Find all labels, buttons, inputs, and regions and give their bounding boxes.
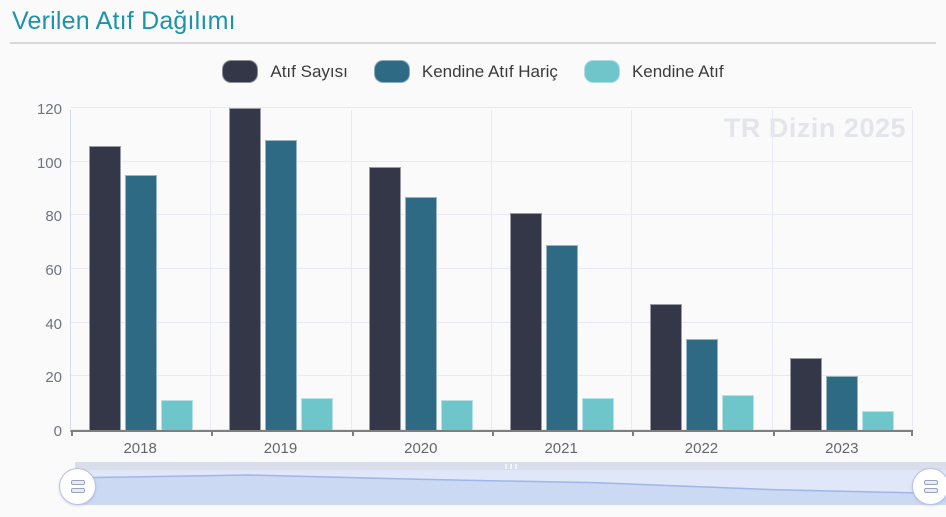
- x-axis-tick: [492, 430, 494, 436]
- gridline: [912, 110, 913, 430]
- bar-2022-kendine-at-f-hari-[interactable]: [685, 339, 718, 430]
- bar-group-2019: [211, 108, 351, 430]
- legend-item-0[interactable]: Atıf Sayısı: [222, 60, 348, 83]
- y-axis-label: 100: [36, 154, 62, 172]
- y-axis-label: 80: [45, 208, 62, 226]
- bar-2020-kendine-at-f-hari-[interactable]: [405, 197, 438, 430]
- bar-2019-kendine-at-f[interactable]: [301, 398, 334, 430]
- x-axis-label: 2021: [544, 440, 578, 457]
- x-axis-labels: 2018 2019 2020 2021 2022 2023: [70, 440, 912, 457]
- title-divider: [10, 42, 936, 44]
- gridline: [210, 110, 212, 430]
- bar-group-2018: [71, 110, 211, 430]
- bar-2019-kendine-at-f-hari-[interactable]: [265, 140, 298, 430]
- bar-2022-kendine-at-f[interactable]: [721, 395, 754, 430]
- navigator-left-handle[interactable]: [59, 468, 96, 505]
- legend-swatch-icon: [373, 60, 410, 83]
- x-axis-label: 2019: [263, 440, 298, 457]
- bar-2023-kendine-at-f-hari-[interactable]: [825, 376, 858, 430]
- bar-group-2022: [632, 110, 772, 430]
- gridline: [350, 110, 352, 430]
- x-axis-tick: [772, 430, 775, 436]
- y-axis-label: 20: [45, 369, 62, 387]
- x-axis-label: 2023: [825, 440, 859, 457]
- bar-2020-kendine-at-f[interactable]: [441, 400, 474, 430]
- navigator-area-line: [75, 474, 946, 495]
- navigator-band[interactable]: [75, 470, 946, 505]
- x-axis-label: 2020: [404, 440, 438, 457]
- bar-2021-kendine-at-f[interactable]: [581, 398, 614, 430]
- x-axis-label: 2022: [684, 440, 719, 457]
- chart-legend: Atıf Sayısı Kendine Atıf Hariç Kendine Atı…: [0, 60, 946, 83]
- bar-group-2023: [772, 110, 912, 430]
- bar-groups: [71, 108, 912, 430]
- legend-item-1[interactable]: Kendine Atıf Hariç: [373, 60, 558, 83]
- navigator-scrollbar-track[interactable]: [75, 462, 946, 470]
- bar-group-2020: [351, 110, 491, 430]
- gridline: [491, 110, 492, 430]
- legend-swatch-icon: [583, 60, 620, 83]
- x-axis-tick: [632, 430, 635, 436]
- bar-group-2021: [492, 110, 632, 430]
- page-title: Verilen Atıf Dağılımı: [12, 7, 236, 35]
- x-axis-tick: [911, 430, 913, 436]
- bar-2018-kendine-at-f-hari-[interactable]: [125, 175, 158, 430]
- y-axis-label: 60: [45, 262, 62, 279]
- gridline: [771, 110, 773, 430]
- navigator-area-chart: [75, 474, 946, 505]
- legend-item-2[interactable]: Kendine Atıf: [583, 60, 724, 83]
- x-axis-tick: [351, 430, 354, 436]
- bar-2018-kendine-at-f[interactable]: [161, 400, 194, 430]
- bar-2021-kendine-at-f-hari-[interactable]: [545, 245, 578, 430]
- bar-2019-at-f-say-s-[interactable]: [229, 108, 262, 430]
- y-axis-label: 0: [53, 423, 62, 440]
- navigator-right-handle[interactable]: [912, 468, 946, 505]
- x-axis-tick: [211, 430, 214, 436]
- y-axis-label: 120: [36, 101, 62, 118]
- bar-2023-kendine-at-f[interactable]: [861, 411, 894, 430]
- gridline: [631, 110, 633, 430]
- legend-label: Atıf Sayısı: [270, 61, 348, 81]
- bar-2018-at-f-say-s-[interactable]: [89, 146, 122, 430]
- navigator-area-fill: [75, 475, 946, 505]
- x-axis-label: 2018: [123, 440, 157, 457]
- scrollbar-grip-icon[interactable]: [504, 464, 517, 469]
- legend-swatch-icon: [222, 60, 259, 83]
- bar-2022-at-f-say-s-[interactable]: [649, 304, 682, 430]
- x-axis-tick: [71, 430, 73, 436]
- legend-label: Kendine Atıf: [631, 61, 724, 81]
- bar-2020-at-f-say-s-[interactable]: [369, 167, 402, 430]
- gridline: [71, 107, 912, 108]
- range-navigator: [59, 462, 946, 505]
- bar-2023-at-f-say-s-[interactable]: [789, 358, 822, 430]
- y-axis-label: 40: [45, 315, 62, 333]
- plot-area: [70, 107, 913, 436]
- bar-2021-at-f-say-s-[interactable]: [509, 213, 542, 430]
- legend-label: Kendine Atıf Hariç: [421, 61, 558, 81]
